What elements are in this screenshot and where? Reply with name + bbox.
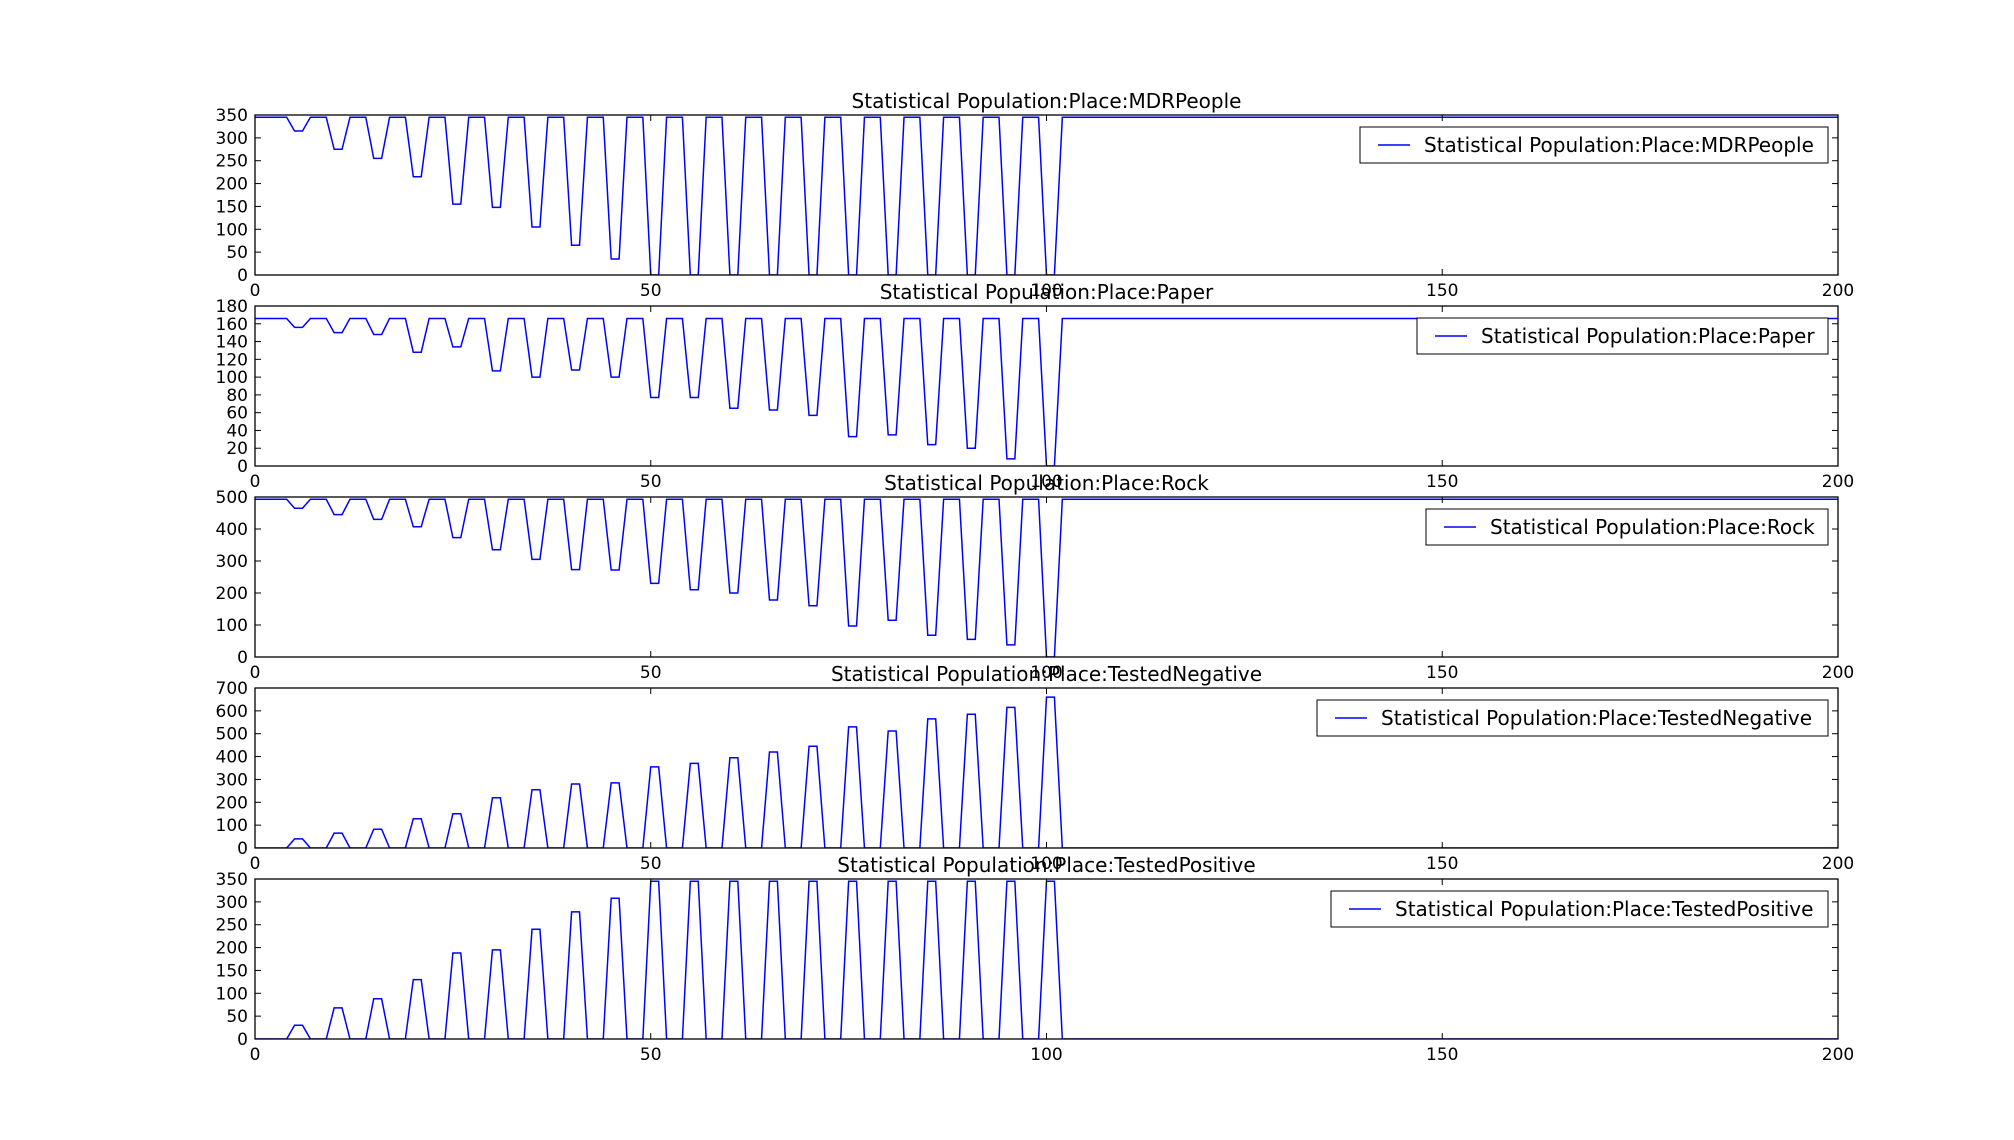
x-tick-label: 100 — [1030, 472, 1062, 492]
x-tick-label: 200 — [1822, 1045, 1854, 1065]
x-tick-label: 200 — [1822, 281, 1854, 301]
chart-panel: 0 50 100 150 200050100150200250300350Statist… — [216, 853, 1855, 1065]
series-line — [255, 880, 1838, 1039]
x-tick-label: 100 — [1030, 854, 1062, 874]
y-tick-label: 0 — [237, 648, 248, 668]
series-line — [255, 498, 1838, 657]
legend-box — [1316, 699, 1829, 737]
legend-label: Statistical Population:Place:Rock — [1490, 515, 1815, 539]
y-tick-label: 400 — [216, 520, 248, 540]
y-tick-label: 80 — [226, 386, 248, 406]
x-tick-label: 100 — [1030, 281, 1062, 301]
y-tick-label: 300 — [216, 552, 248, 572]
legend-label: Statistical Population:Place:TestedNegat… — [1381, 706, 1812, 730]
y-tick-label: 200 — [216, 584, 248, 604]
y-tick-label: 160 — [216, 315, 248, 335]
y-tick-label: 0 — [237, 457, 248, 477]
chart-panel: 0 50 100 150 200050100150200250300350Statist… — [216, 89, 1855, 301]
y-tick-label: 600 — [216, 702, 248, 722]
x-tick-label: 150 — [1426, 1045, 1458, 1065]
y-tick-label: 300 — [216, 129, 248, 149]
x-tick-label: 0 — [250, 1045, 261, 1065]
y-tick-label: 350 — [216, 106, 248, 126]
chart-title: Statistical Population:Place:MDRPeople — [852, 89, 1242, 113]
y-tick-label: 0 — [237, 839, 248, 859]
y-tick-label: 350 — [216, 870, 248, 890]
series-line — [255, 116, 1838, 275]
y-tick-label: 200 — [216, 939, 248, 959]
y-tick-label: 200 — [216, 175, 248, 195]
x-tick-label: 100 — [1030, 663, 1062, 683]
legend-label: Statistical Population:Place:MDRPeople — [1424, 133, 1814, 157]
series-line — [255, 696, 1838, 848]
x-tick-label: 0 — [250, 472, 261, 492]
x-tick-label: 0 — [250, 281, 261, 301]
y-tick-label: 140 — [216, 333, 248, 353]
y-tick-label: 200 — [216, 793, 248, 813]
y-tick-label: 250 — [216, 152, 248, 172]
legend-label: Statistical Population:Place:TestedPosit… — [1395, 897, 1813, 921]
y-tick-label: 100 — [216, 368, 248, 388]
y-tick-label: 150 — [216, 961, 248, 981]
y-tick-label: 0 — [237, 266, 248, 286]
y-tick-label: 500 — [216, 488, 248, 508]
chart-panel: 0 50 100 150 2000100200300400500Statistical … — [216, 471, 1855, 683]
y-tick-label: 0 — [237, 1030, 248, 1050]
legend: Statistical Population:Place:Paper — [1416, 317, 1829, 355]
x-tick-label: 50 — [640, 854, 662, 874]
y-tick-label: 20 — [226, 439, 248, 459]
y-tick-label: 400 — [216, 748, 248, 768]
x-tick-label: 50 — [640, 281, 662, 301]
x-tick-label: 100 — [1030, 1045, 1062, 1065]
x-tick-label: 150 — [1426, 663, 1458, 683]
legend-box — [1359, 126, 1829, 164]
y-tick-label: 180 — [216, 297, 248, 317]
chart-title: Statistical Population:Place:Paper — [880, 280, 1214, 304]
legend-label: Statistical Population:Place:Paper — [1481, 324, 1815, 348]
x-tick-label: 200 — [1822, 472, 1854, 492]
y-tick-label: 50 — [226, 1007, 248, 1027]
chart-title: Statistical Population:Place:TestedNegat… — [831, 662, 1262, 686]
y-tick-label: 300 — [216, 893, 248, 913]
y-tick-label: 40 — [226, 421, 248, 441]
legend: Statistical Population:Place:MDRPeople — [1359, 126, 1829, 164]
x-tick-label: 150 — [1426, 854, 1458, 874]
chart-title: Statistical Population:Place:TestedPosit… — [837, 853, 1255, 877]
series-line — [255, 317, 1838, 466]
legend: Statistical Population:Place:Rock — [1425, 508, 1829, 546]
legend-box — [1425, 508, 1829, 546]
x-tick-label: 50 — [640, 1045, 662, 1065]
chart-title: Statistical Population:Place:Rock — [884, 471, 1209, 495]
legend-box — [1416, 317, 1829, 355]
x-tick-label: 150 — [1426, 281, 1458, 301]
y-tick-label: 250 — [216, 916, 248, 936]
y-tick-label: 500 — [216, 725, 248, 745]
y-tick-label: 150 — [216, 197, 248, 217]
y-tick-label: 120 — [216, 350, 248, 370]
y-tick-label: 300 — [216, 770, 248, 790]
x-tick-label: 200 — [1822, 854, 1854, 874]
y-tick-label: 60 — [226, 404, 248, 424]
y-tick-label: 700 — [216, 679, 248, 699]
chart-panel: 0 50 100 150 200020406080100120140160180Stat… — [216, 280, 1855, 492]
x-tick-label: 50 — [640, 663, 662, 683]
legend-box — [1330, 890, 1829, 928]
y-tick-label: 100 — [216, 984, 248, 1004]
x-tick-label: 50 — [640, 472, 662, 492]
chart-panel: 0 50 100 150 2000100200300400500600700Statis… — [216, 662, 1855, 874]
x-tick-label: 200 — [1822, 663, 1854, 683]
legend: Statistical Population:Place:TestedPosit… — [1330, 890, 1829, 928]
y-tick-label: 100 — [216, 816, 248, 836]
legend: Statistical Population:Place:TestedNegat… — [1316, 699, 1829, 737]
y-tick-label: 50 — [226, 243, 248, 263]
x-tick-label: 150 — [1426, 472, 1458, 492]
x-tick-label: 0 — [250, 663, 261, 683]
y-tick-label: 100 — [216, 220, 248, 240]
y-tick-label: 100 — [216, 616, 248, 636]
x-tick-label: 0 — [250, 854, 261, 874]
